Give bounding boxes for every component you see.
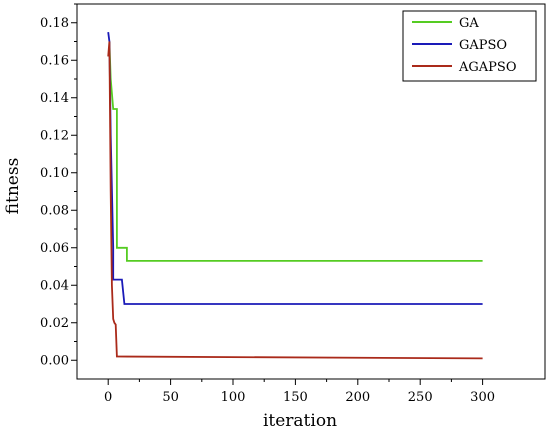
x-axis-title: iteration: [263, 411, 337, 431]
y-tick-label: 0.16: [40, 53, 69, 68]
y-tick-label: 0.08: [40, 203, 69, 218]
series-lines: [107, 31, 483, 360]
legend-label-agapso: AGAPSO: [458, 60, 516, 75]
x-tick-label: 0: [104, 390, 112, 405]
y-tick-label: 0.00: [40, 353, 69, 368]
legend: GA GAPSO AGAPSO: [402, 10, 537, 82]
y-tick-label: 0.02: [40, 316, 69, 331]
legend-label-gapso: GAPSO: [459, 38, 507, 53]
x-tick-label: 200: [345, 390, 370, 405]
series-line-agapso: [107, 41, 483, 360]
y-tick-label: 0.12: [40, 128, 69, 143]
y-axis-title: fitness: [3, 158, 23, 215]
legend-label-ga: GA: [459, 16, 479, 31]
series-line-ga: [108, 41, 483, 262]
x-tick-label: 250: [408, 390, 433, 405]
axes: 0 50 100 150 200 250 300 0.00 0.02 0.04 0.06 0.08 0.…: [40, 3, 546, 405]
y-tick-label: 0.18: [40, 16, 69, 31]
x-tick-label: 50: [162, 390, 179, 405]
y-tick-label: 0.06: [40, 241, 69, 256]
x-tick-label: 100: [221, 390, 246, 405]
y-tick-label: 0.14: [40, 91, 69, 106]
x-tick-label: 300: [470, 390, 495, 405]
x-tick-label: 150: [283, 390, 308, 405]
y-tick-label: 0.04: [40, 278, 69, 293]
y-tick-label: 0.10: [40, 166, 69, 181]
